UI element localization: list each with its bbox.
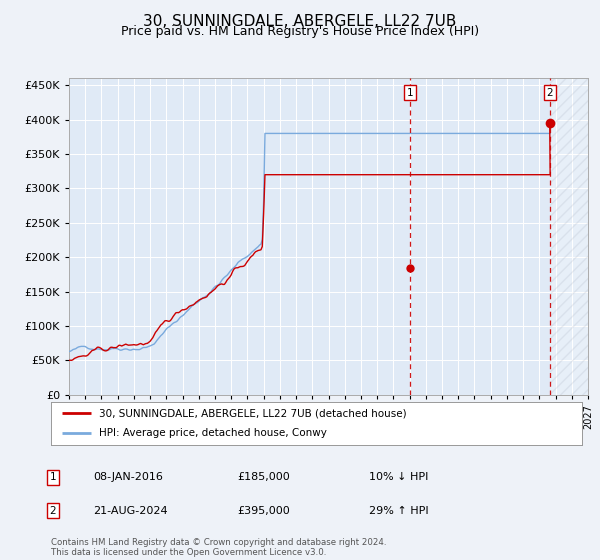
Text: 10% ↓ HPI: 10% ↓ HPI [369, 472, 428, 482]
Text: £185,000: £185,000 [237, 472, 290, 482]
Text: Price paid vs. HM Land Registry's House Price Index (HPI): Price paid vs. HM Land Registry's House … [121, 25, 479, 38]
Text: 21-AUG-2024: 21-AUG-2024 [93, 506, 167, 516]
Text: 1: 1 [49, 472, 56, 482]
Text: 2: 2 [49, 506, 56, 516]
Text: 29% ↑ HPI: 29% ↑ HPI [369, 506, 428, 516]
Text: Contains HM Land Registry data © Crown copyright and database right 2024.
This d: Contains HM Land Registry data © Crown c… [51, 538, 386, 557]
Text: 30, SUNNINGDALE, ABERGELE, LL22 7UB (detached house): 30, SUNNINGDALE, ABERGELE, LL22 7UB (det… [99, 408, 406, 418]
Text: 08-JAN-2016: 08-JAN-2016 [93, 472, 163, 482]
Text: HPI: Average price, detached house, Conwy: HPI: Average price, detached house, Conw… [99, 428, 326, 438]
Bar [550, 78, 588, 395]
Text: 30, SUNNINGDALE, ABERGELE, LL22 7UB: 30, SUNNINGDALE, ABERGELE, LL22 7UB [143, 14, 457, 29]
Text: 2: 2 [547, 87, 553, 97]
Text: 1: 1 [407, 87, 413, 97]
Text: £395,000: £395,000 [237, 506, 290, 516]
